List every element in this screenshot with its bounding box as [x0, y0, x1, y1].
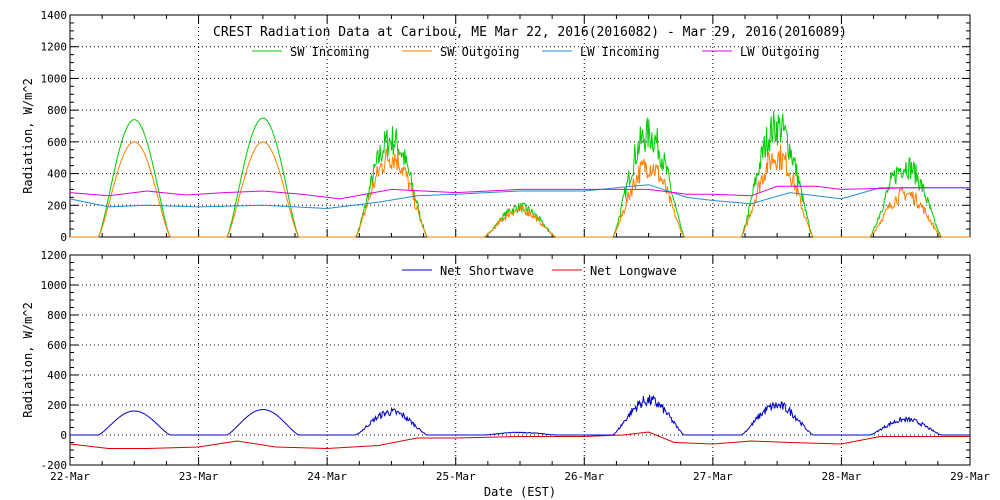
series-line-lw-incoming [69, 184, 970, 210]
top-y-tick-label: 1200 [41, 41, 68, 54]
series-line-net-longwave [69, 431, 970, 450]
x-tick-label: 25-Mar [436, 470, 476, 483]
x-tick-label: 23-Mar [179, 470, 219, 483]
bottom-y-tick-label: 200 [47, 399, 67, 412]
bottom-y-tick-label: 0 [60, 429, 67, 442]
x-tick-label: 26-Mar [564, 470, 604, 483]
x-tick-label: 22-Mar [50, 470, 90, 483]
top-y-tick-label: 800 [47, 104, 67, 117]
series-line-net-shortwave [70, 394, 970, 436]
x-tick-label: 28-Mar [822, 470, 862, 483]
bottom-y-tick-label: 1200 [41, 249, 68, 262]
top-y-tick-label: 1400 [41, 9, 68, 22]
x-tick-label: 29-Mar [950, 470, 990, 483]
top-y-tick-label: 600 [47, 136, 67, 149]
bottom-legend: Net Shortwave Net Longwave [402, 264, 677, 278]
bottom-y-tick-label: -200 [41, 459, 68, 472]
bottom-y-tick-label: 400 [47, 369, 67, 382]
plot-layer: 0 200 400 600 800 1000 1200 1400 22-Mar 23-Mar 24-… [41, 9, 991, 483]
x-tick-label: 27-Mar [693, 470, 733, 483]
series-line-sw-outgoing [70, 141, 970, 238]
bottom-y-tick-label: 800 [47, 309, 67, 322]
x-tick-label: 24-Mar [307, 470, 347, 483]
top-y-tick-label: 1000 [41, 72, 68, 85]
top-y-tick-label: 0 [60, 231, 67, 244]
top-y-tick-label: 200 [47, 199, 67, 212]
legend-label-sw-outgoing: SW Outgoing [440, 45, 519, 59]
top-y-tick-label: 400 [47, 168, 67, 181]
top-legend: SW Incoming SW Outgoing LW Incoming LW O… [252, 45, 819, 59]
series-line-lw-outgoing [69, 185, 970, 200]
top-y-axis-label: Radiation, W/m^2 [21, 78, 35, 194]
bottom-y-tick-label: 1000 [41, 279, 68, 292]
legend-label-lw-outgoing: LW Outgoing [740, 45, 819, 59]
legend-label-net-shortwave: Net Shortwave [440, 264, 534, 278]
bottom-plot-frame [69, 254, 971, 466]
bottom-y-axis-label: Radiation, W/m^2 [21, 302, 35, 418]
legend-label-net-longwave: Net Longwave [590, 264, 677, 278]
legend-label-sw-incoming: SW Incoming [290, 45, 369, 59]
chart-title: CREST Radiation Data at Caribou, ME Mar … [213, 25, 847, 40]
bottom-y-tick-label: 600 [47, 339, 67, 352]
x-axis-label: Date (EST) [484, 485, 556, 499]
legend-label-lw-incoming: LW Incoming [580, 45, 659, 59]
top-plot-frame [69, 14, 971, 238]
